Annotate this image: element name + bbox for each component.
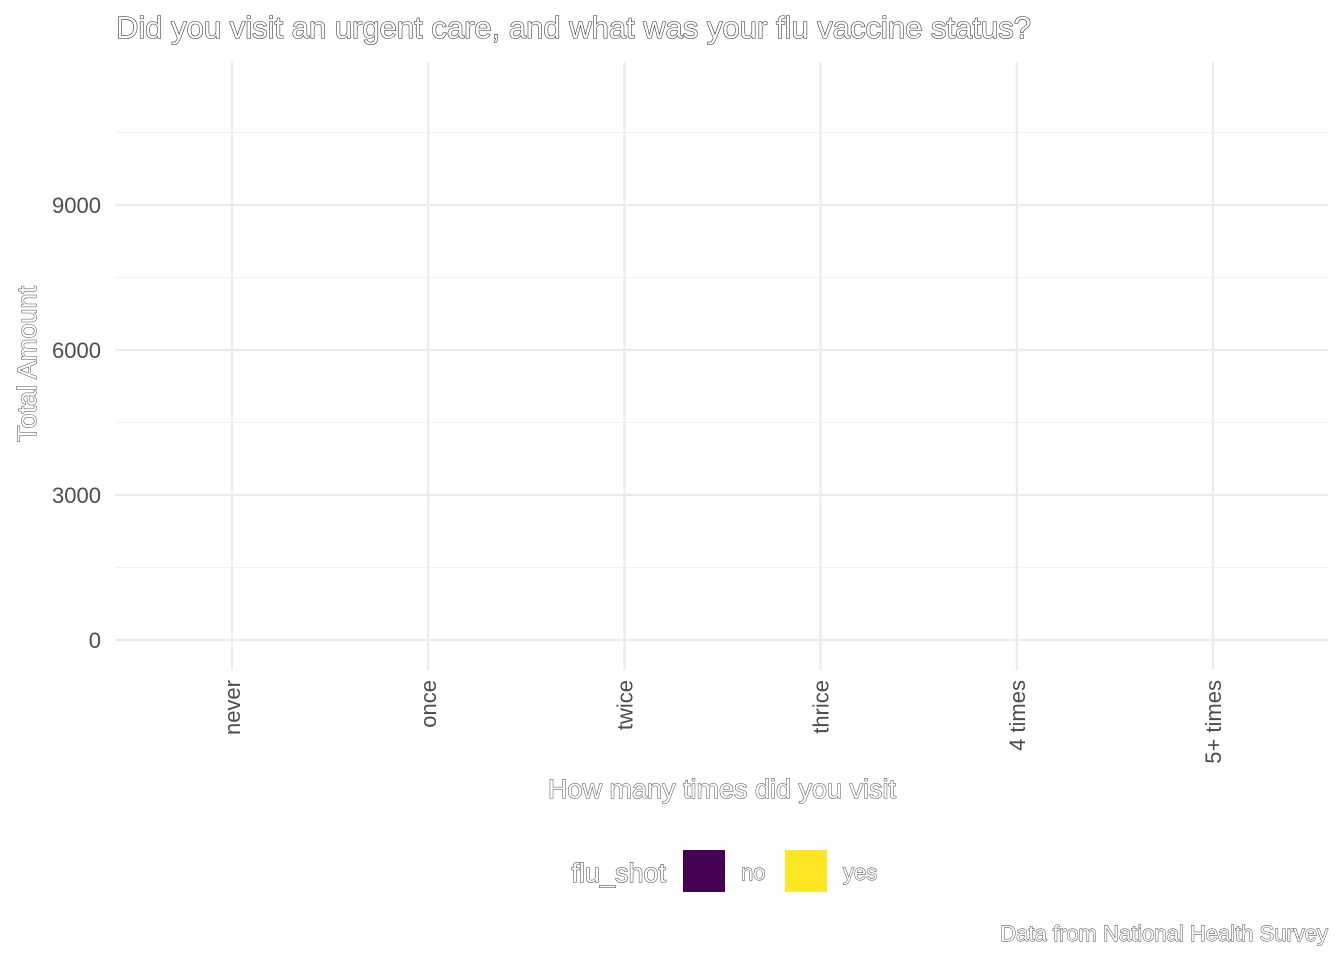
- legend-label-no: no: [741, 860, 765, 885]
- legend-label-yes: yes: [843, 860, 877, 885]
- x-tick-label: once: [416, 680, 441, 728]
- y-axis-title: Total Amount: [12, 285, 42, 442]
- legend-title: flu_shot: [571, 858, 666, 888]
- y-tick-label: 9000: [52, 193, 101, 218]
- grid-layer: [115, 62, 1328, 663]
- chart-caption: Data from National Health Survey: [1000, 921, 1328, 946]
- legend: flu_shot no yes: [571, 850, 878, 892]
- chart-title: Did you visit an urgent care, and what w…: [116, 10, 1031, 45]
- y-tick-label: 3000: [52, 483, 101, 508]
- y-tick-label: 6000: [52, 338, 101, 363]
- y-axis: 0 3000 6000 9000: [52, 193, 101, 653]
- x-axis-title: How many times did you visit: [548, 774, 897, 804]
- x-tick-label: 4 times: [1005, 680, 1030, 751]
- x-axis: never once twice thrice 4 times 5+ times: [220, 663, 1226, 764]
- x-tick-label: 5+ times: [1201, 680, 1226, 764]
- legend-items: no yes: [683, 850, 878, 892]
- legend-key-yes: [785, 850, 827, 892]
- y-tick-label: 0: [89, 628, 101, 653]
- x-tick-label: twice: [612, 680, 637, 730]
- x-tick-label: never: [220, 680, 245, 735]
- legend-key-no: [683, 850, 725, 892]
- x-tick-label: thrice: [809, 680, 834, 734]
